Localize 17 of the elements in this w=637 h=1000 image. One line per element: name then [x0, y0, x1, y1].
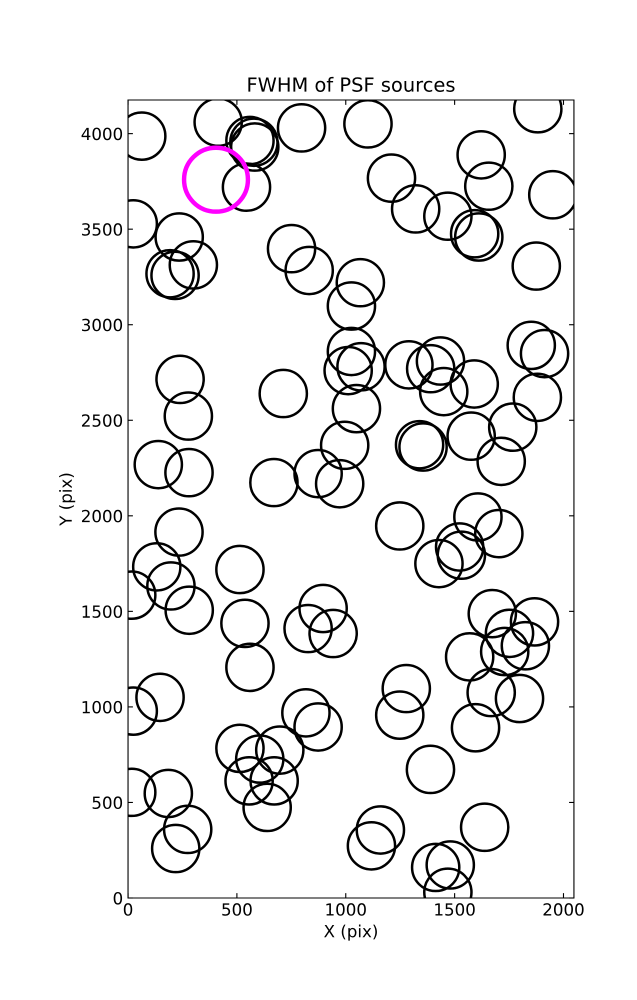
y-axis-title: Y (pix)	[59, 474, 76, 526]
y-tick-label: 1000	[82, 700, 122, 714]
y-tick-label: 2000	[82, 510, 122, 522]
y-tick-label: 500	[92, 796, 122, 810]
y-tick-label: 4000	[82, 128, 122, 140]
x-tick-label: 1000	[326, 903, 366, 916]
x-tick-label: 1500	[435, 903, 475, 916]
y-tick-label: 0	[114, 892, 122, 905]
x-tick-label: 500	[222, 903, 252, 916]
x-axis-title: X (pix)	[324, 924, 377, 941]
chart-title: FWHM of PSF sources	[248, 76, 455, 92]
x-tick-label: 2000	[544, 903, 584, 916]
y-tick-label: 3500	[82, 223, 122, 236]
x-tick-label: 0	[124, 903, 132, 916]
y-tick-label: 1500	[82, 605, 122, 618]
y-tick-label: 3000	[82, 318, 122, 332]
y-tick-label: 2500	[82, 414, 122, 427]
